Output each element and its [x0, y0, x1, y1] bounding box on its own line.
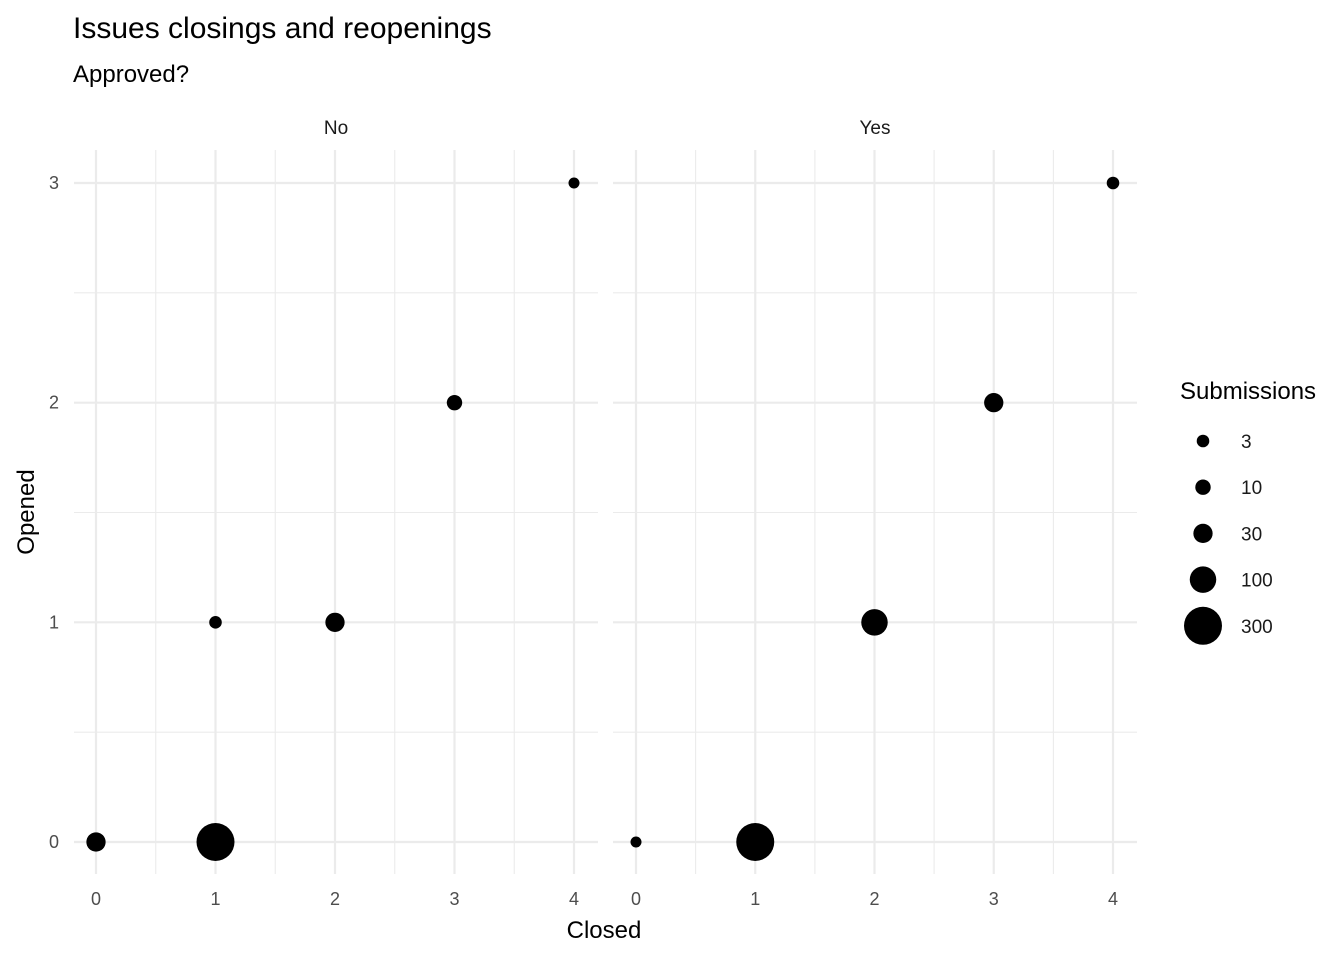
legend-label: 3: [1241, 432, 1252, 453]
facet-strip-label: Yes: [860, 118, 891, 139]
facet-strip-label: No: [324, 118, 348, 139]
y-tick-label: 3: [49, 173, 59, 193]
x-tick-label: 1: [210, 889, 220, 909]
data-point: [861, 609, 888, 636]
legend-label: 30: [1241, 524, 1262, 545]
x-tick-label: 3: [989, 889, 999, 909]
data-point: [568, 177, 580, 189]
legend-key: [1184, 606, 1222, 645]
x-tick-label: 1: [750, 889, 760, 909]
legend-key: [1196, 434, 1210, 448]
legend-key: [1193, 523, 1213, 544]
y-axis-title: Opened: [13, 469, 40, 554]
x-axis-title: Closed: [567, 917, 642, 944]
data-point: [86, 832, 106, 852]
y-tick-label: 0: [49, 832, 59, 852]
data-point: [325, 612, 345, 632]
x-tick-label: 3: [449, 889, 459, 909]
legend-key: [1195, 479, 1211, 495]
data-point: [736, 823, 775, 861]
x-tick-label: 4: [569, 889, 579, 909]
legend: Submissions 3 10 30 100 300: [1180, 378, 1316, 645]
facet-yes: Yes 0 1 2 3 4: [613, 118, 1137, 909]
data-point: [1106, 176, 1120, 190]
x-tick-label: 0: [91, 889, 101, 909]
legend-label: 300: [1241, 617, 1273, 638]
data-point: [209, 616, 222, 629]
chart-subtitle: Approved?: [73, 61, 189, 88]
data-point: [984, 393, 1004, 413]
legend-key: [1189, 566, 1217, 593]
data-point: [446, 394, 463, 411]
legend-label: 100: [1241, 571, 1273, 592]
legend-label: 10: [1241, 478, 1262, 499]
legend-title: Submissions: [1180, 378, 1316, 405]
x-tick-label: 2: [330, 889, 340, 909]
y-axis: 0 1 2 3: [49, 173, 59, 852]
chart-title: Issues closings and reopenings: [73, 12, 492, 45]
facet-no: No 0 1 2 3 4: [74, 118, 598, 909]
facets: No 0 1 2 3 4 Yes 0 1 2 3 4: [74, 118, 1137, 909]
x-tick-label: 4: [1108, 889, 1118, 909]
x-tick-label: 0: [631, 889, 641, 909]
x-tick-label: 2: [869, 889, 879, 909]
y-tick-label: 2: [49, 393, 59, 413]
data-point: [630, 836, 642, 848]
y-tick-label: 1: [49, 612, 59, 632]
data-point: [196, 823, 235, 861]
